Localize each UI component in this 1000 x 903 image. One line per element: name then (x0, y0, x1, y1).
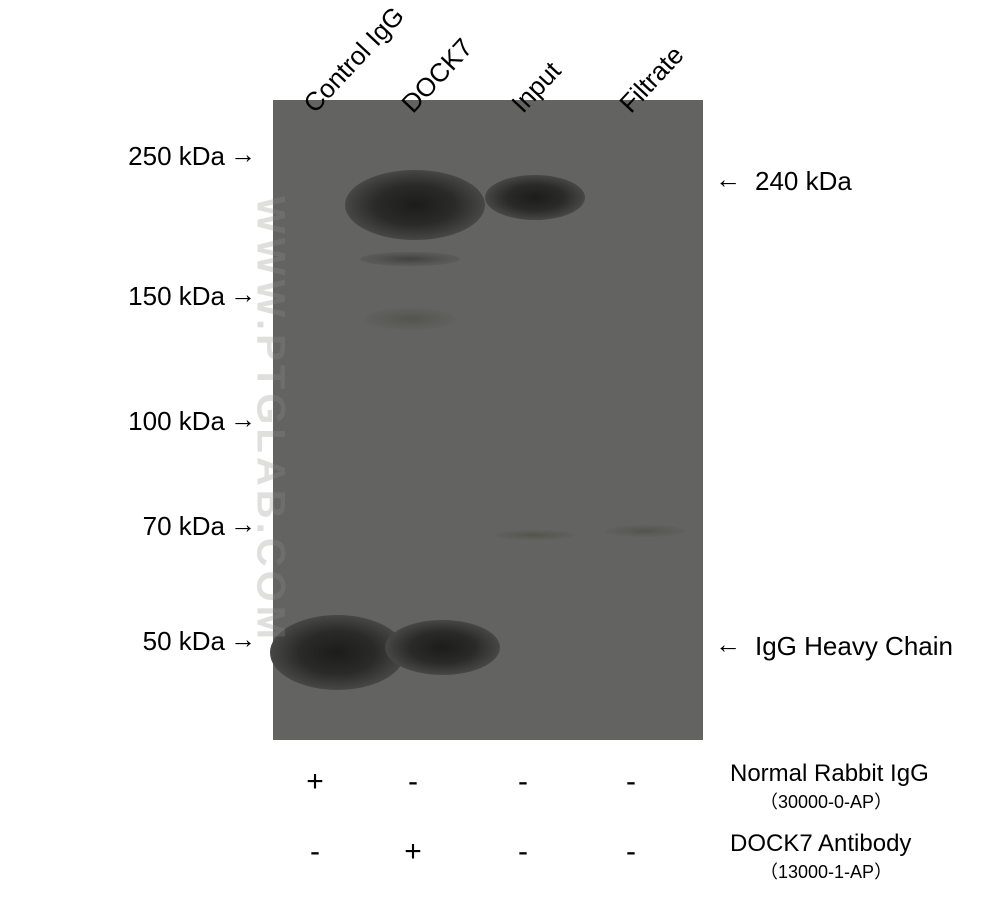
band (345, 170, 485, 240)
mw-label: 150 kDa (115, 281, 225, 312)
band (365, 308, 455, 330)
antibody-sublabel: （30000-0-AP） (760, 788, 892, 814)
figure-container: WWW.PTGLAB.COM 250 kDa→150 kDa→100 kDa→7… (0, 0, 1000, 903)
pm-cell: + (398, 835, 428, 869)
band (495, 530, 575, 540)
pm-cell: + (300, 765, 330, 799)
antibody-sublabel: （13000-1-AP） (760, 858, 892, 884)
band (605, 525, 685, 537)
right-label: IgG Heavy Chain (755, 631, 953, 662)
mw-label: 50 kDa (115, 626, 225, 657)
band (270, 615, 405, 690)
band (385, 620, 500, 675)
arrow-right-icon: → (230, 624, 256, 655)
right-label: 240 kDa (755, 166, 852, 197)
arrow-right-icon: → (230, 509, 256, 540)
pm-cell: - (508, 835, 538, 869)
arrow-left-icon: ← (715, 164, 741, 195)
band (360, 252, 460, 266)
antibody-label: Normal Rabbit IgG (730, 760, 929, 788)
arrow-right-icon: → (230, 139, 256, 170)
antibody-label: DOCK7 Antibody (730, 830, 911, 858)
pm-cell: - (300, 835, 330, 869)
mw-label: 70 kDa (115, 511, 225, 542)
pm-cell: - (616, 765, 646, 799)
band (485, 175, 585, 220)
mw-label: 100 kDa (115, 406, 225, 437)
pm-cell: - (508, 765, 538, 799)
pm-cell: - (398, 765, 428, 799)
arrow-right-icon: → (230, 279, 256, 310)
pm-cell: - (616, 835, 646, 869)
arrow-right-icon: → (230, 404, 256, 435)
mw-label: 250 kDa (115, 141, 225, 172)
arrow-left-icon: ← (715, 629, 741, 660)
